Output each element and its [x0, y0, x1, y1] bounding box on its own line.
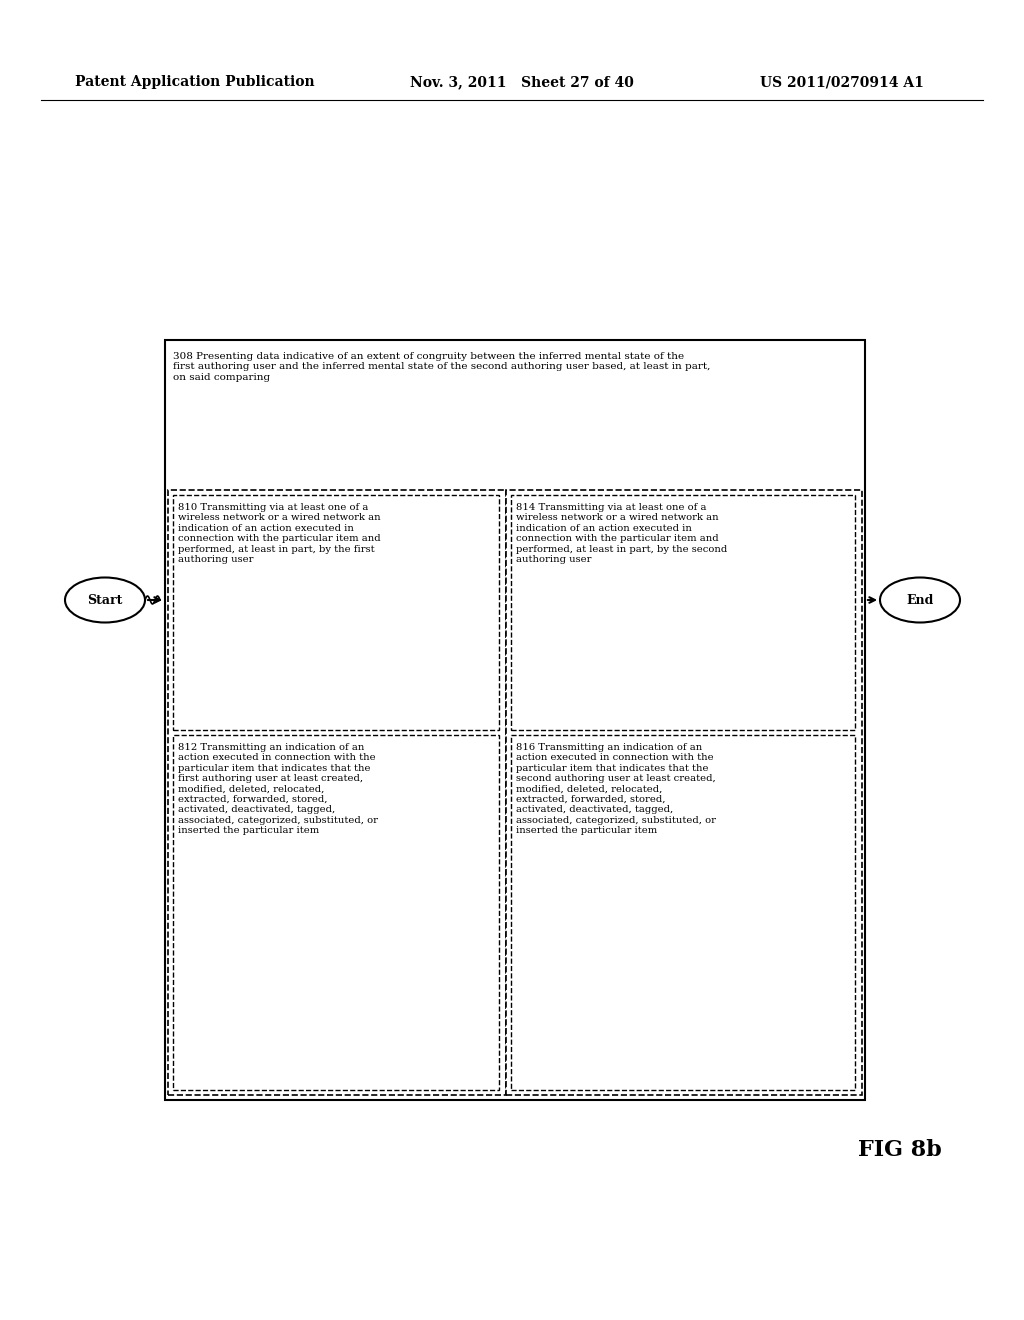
- Bar: [511, 495, 855, 730]
- Bar: [511, 735, 855, 1090]
- Text: US 2011/0270914 A1: US 2011/0270914 A1: [760, 75, 924, 88]
- Ellipse shape: [65, 578, 145, 623]
- Text: 814 Transmitting via at least one of a
wireless network or a wired network an
in: 814 Transmitting via at least one of a w…: [516, 503, 727, 564]
- Bar: [173, 495, 499, 730]
- Text: End: End: [906, 594, 934, 606]
- Text: Nov. 3, 2011   Sheet 27 of 40: Nov. 3, 2011 Sheet 27 of 40: [410, 75, 634, 88]
- Text: 810 Transmitting via at least one of a
wireless network or a wired network an
in: 810 Transmitting via at least one of a w…: [178, 503, 381, 564]
- Ellipse shape: [880, 578, 961, 623]
- Bar: [173, 735, 499, 1090]
- Text: Start: Start: [87, 594, 123, 606]
- Text: 816 Transmitting an indication of an
action executed in connection with the
part: 816 Transmitting an indication of an act…: [516, 743, 716, 836]
- Text: 308 Presenting data indicative of an extent of congruity between the inferred me: 308 Presenting data indicative of an ext…: [173, 352, 711, 381]
- Bar: [168, 490, 506, 1096]
- Text: Patent Application Publication: Patent Application Publication: [75, 75, 314, 88]
- Text: 812 Transmitting an indication of an
action executed in connection with the
part: 812 Transmitting an indication of an act…: [178, 743, 378, 836]
- Text: FIG 8b: FIG 8b: [858, 1139, 942, 1162]
- Bar: [165, 341, 865, 1100]
- Bar: [506, 490, 862, 1096]
